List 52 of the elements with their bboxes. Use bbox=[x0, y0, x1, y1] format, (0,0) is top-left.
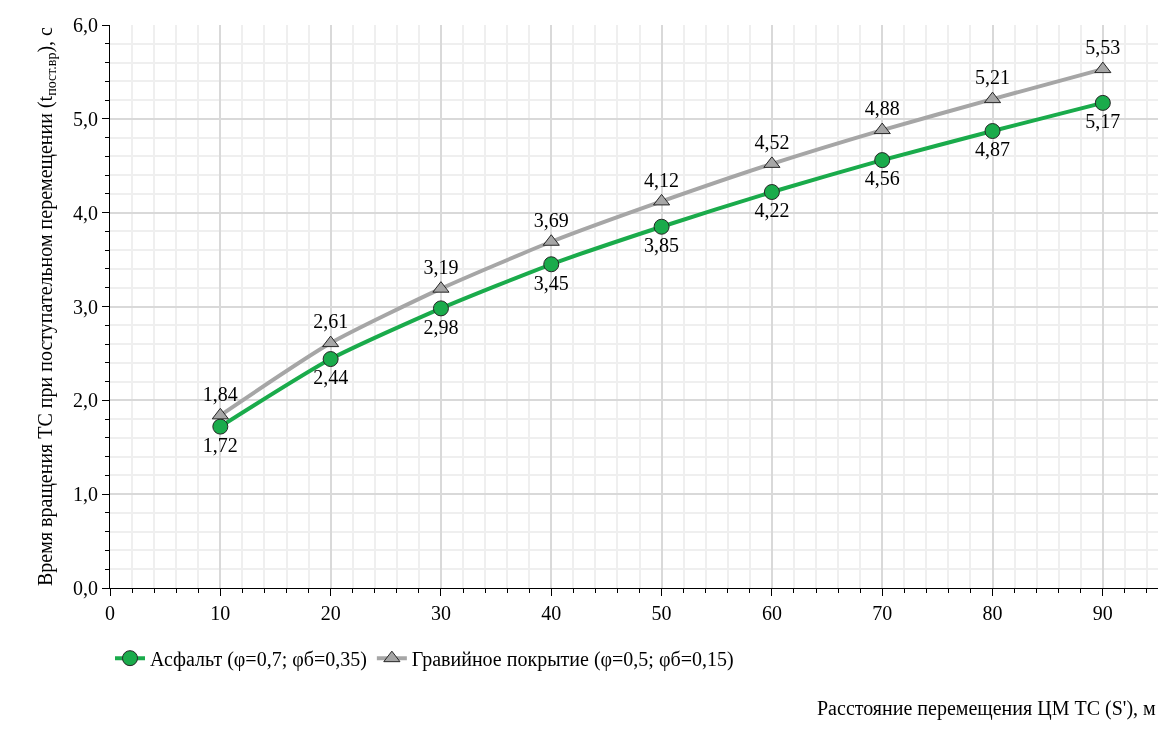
x-tick-label: 60 bbox=[761, 602, 782, 624]
x-tick-label: 40 bbox=[541, 602, 562, 624]
point bbox=[874, 152, 891, 169]
data-label: 4,22 bbox=[754, 199, 790, 222]
data-label: 2,61 bbox=[313, 310, 349, 333]
data-label: 2,44 bbox=[313, 366, 349, 389]
data-label: 5,53 bbox=[1085, 36, 1121, 59]
point bbox=[763, 184, 780, 201]
point bbox=[1094, 61, 1112, 74]
data-label: 4,52 bbox=[754, 131, 790, 154]
data-label: 4,87 bbox=[975, 138, 1011, 161]
data-label: 1,84 bbox=[202, 382, 238, 405]
x-tick-label: 50 bbox=[651, 602, 672, 624]
data-label: 5,17 bbox=[1085, 110, 1121, 133]
x-tick-label: 90 bbox=[1092, 602, 1113, 624]
legend-label: Асфальт (φ=0,7; φб=0,35) bbox=[150, 647, 367, 671]
x-tick-label: 80 bbox=[982, 602, 1003, 624]
x-axis-title: Расстояние перемещения ЦМ ТС (S'), м bbox=[817, 697, 1157, 720]
data-label: 2,98 bbox=[423, 315, 459, 338]
x-tick-label: 0 bbox=[105, 602, 115, 624]
legend-label: Гравийное покрытие (φ=0,5; φб=0,15) bbox=[411, 647, 734, 671]
data-label: 4,88 bbox=[864, 97, 900, 120]
point bbox=[432, 300, 449, 317]
x-tick-label: 10 bbox=[210, 602, 231, 624]
data-label: 4,12 bbox=[644, 168, 680, 191]
y-tick-label: 2,0 bbox=[73, 389, 98, 412]
point bbox=[322, 335, 340, 348]
point bbox=[543, 256, 560, 273]
y-tick-label: 3,0 bbox=[73, 295, 98, 318]
y-tick-label: 1,0 bbox=[73, 483, 98, 506]
point bbox=[653, 218, 670, 235]
x-tick-label: 70 bbox=[872, 602, 893, 624]
data-label: 5,21 bbox=[975, 66, 1011, 89]
point bbox=[211, 407, 229, 420]
point bbox=[1094, 94, 1111, 111]
y-tick-label: 5,0 bbox=[73, 107, 98, 130]
data-label: 3,19 bbox=[423, 255, 459, 278]
point bbox=[873, 122, 891, 135]
y-tick-label: 4,0 bbox=[73, 201, 98, 224]
point bbox=[984, 123, 1001, 140]
data-label: 4,56 bbox=[864, 167, 900, 190]
point bbox=[322, 351, 339, 368]
y-tick-label: 0,0 bbox=[73, 577, 98, 599]
x-tick-label: 20 bbox=[320, 602, 341, 624]
point bbox=[212, 418, 229, 435]
point bbox=[653, 193, 671, 206]
data-label: 3,45 bbox=[533, 271, 569, 294]
data-label: 3,85 bbox=[644, 234, 680, 257]
data-label: 1,72 bbox=[202, 433, 238, 456]
data-label: 3,69 bbox=[533, 209, 569, 232]
x-tick-label: 30 bbox=[430, 602, 451, 624]
y-tick-label: 6,0 bbox=[73, 14, 98, 36]
